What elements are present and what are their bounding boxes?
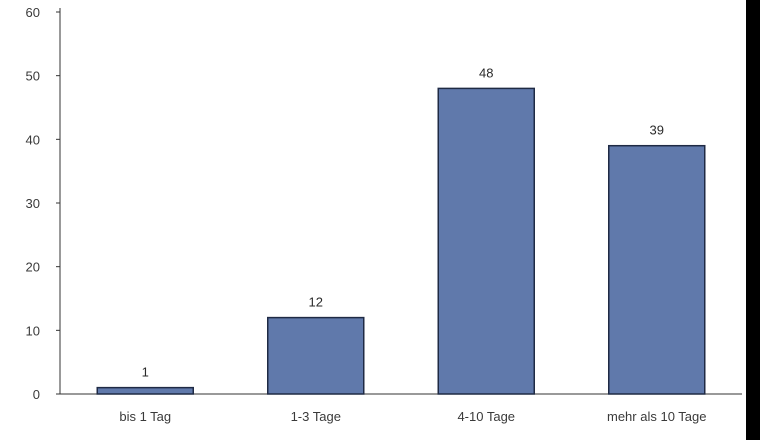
data-label: 39 <box>650 123 664 138</box>
x-tick-label: bis 1 Tag <box>119 409 171 424</box>
x-tick-label: 4-10 Tage <box>457 409 515 424</box>
bars <box>96 87 706 395</box>
y-tick-label: 60 <box>26 5 40 20</box>
y-tick-label: 40 <box>26 132 40 147</box>
x-axis-ticks: bis 1 Tag 1-3 Tage 4-10 Tage mehr als 10 Ta… <box>119 409 706 424</box>
y-tick-label: 50 <box>26 69 40 84</box>
y-tick-label: 0 <box>33 387 40 402</box>
data-label: 48 <box>479 65 493 80</box>
data-label: 1 <box>142 365 149 380</box>
x-tick-label: mehr als 10 Tage <box>607 409 707 424</box>
bar <box>437 87 535 395</box>
y-tick-label: 30 <box>26 196 40 211</box>
bar <box>96 386 194 395</box>
bar <box>267 316 365 395</box>
bar <box>608 144 706 395</box>
data-labels: 1 12 48 39 <box>142 65 664 379</box>
data-label: 12 <box>309 295 323 310</box>
y-axis-ticks: 0 10 20 30 40 50 60 <box>26 5 60 402</box>
y-tick-label: 20 <box>26 260 40 275</box>
y-tick-label: 10 <box>26 323 40 338</box>
x-tick-label: 1-3 Tage <box>291 409 341 424</box>
